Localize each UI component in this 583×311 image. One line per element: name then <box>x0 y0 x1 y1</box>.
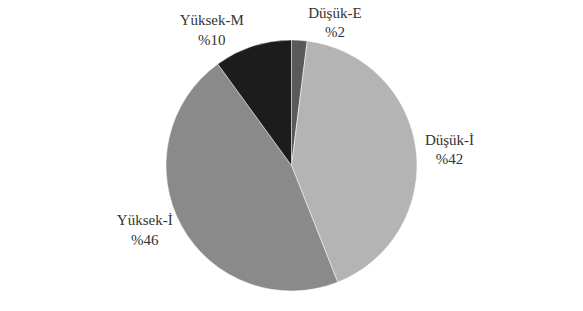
svg-text:Yüksek-İ%46: Yüksek-İ%46 <box>117 212 173 248</box>
svg-text:Düşük-İ%42: Düşük-İ%42 <box>425 132 474 168</box>
svg-text:Düşük-E%2: Düşük-E%2 <box>308 5 361 41</box>
svg-text:Yüksek-M%10: Yüksek-M%10 <box>180 12 244 48</box>
